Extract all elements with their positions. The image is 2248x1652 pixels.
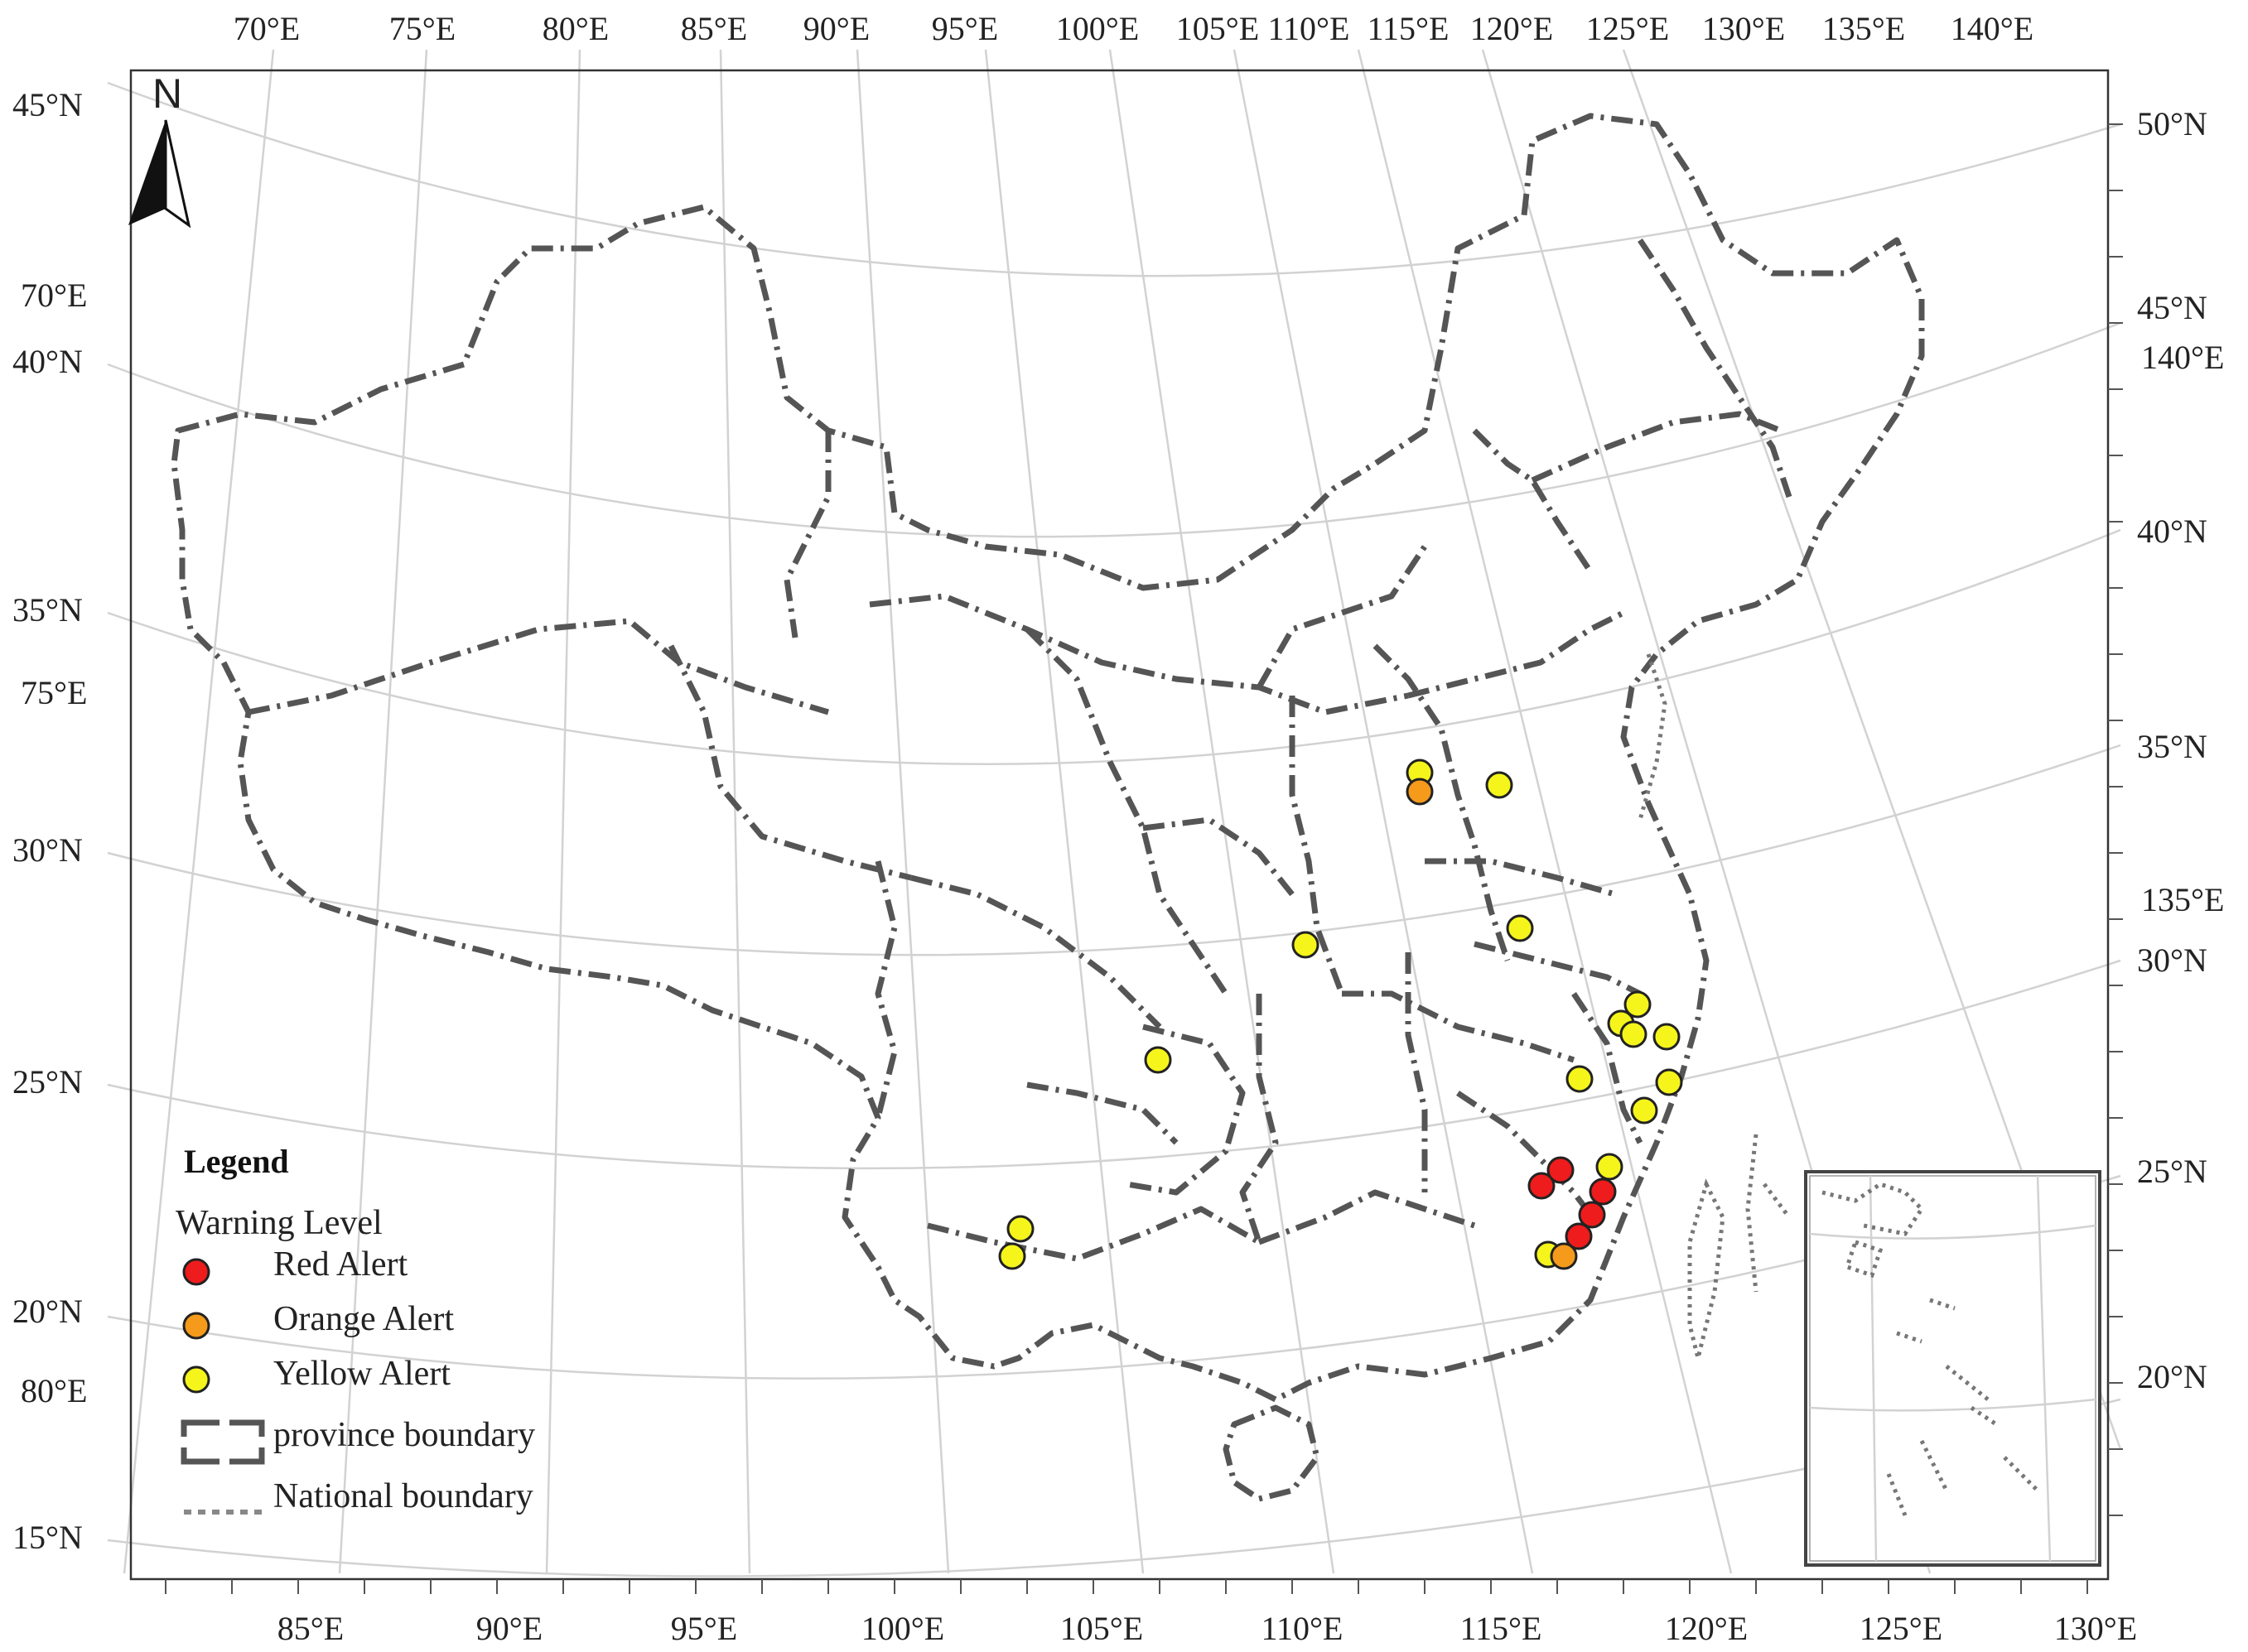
top-lon-label: 125°E <box>1586 10 1669 47</box>
bottom-lon-label: 105°E <box>1060 1610 1143 1647</box>
taiwan-outline <box>1687 1178 1725 1359</box>
yellow-alert-marker[interactable] <box>1619 1020 1647 1048</box>
left-label: 25°N <box>12 1063 83 1101</box>
bottom-lon-label: 120°E <box>1665 1610 1748 1647</box>
red-alert-marker[interactable] <box>1565 1222 1593 1250</box>
map-frame <box>129 69 2110 1581</box>
legend-item-orange: Orange Alert <box>273 1300 454 1338</box>
top-lon-label: 70°E <box>234 10 300 47</box>
graticule-longitudes <box>123 49 2122 1574</box>
top-lon-label: 135°E <box>1822 10 1905 47</box>
legend-item-national: National boundary <box>273 1477 533 1515</box>
frame-ticks <box>165 123 2123 1594</box>
red-alert-marker[interactable] <box>1546 1156 1575 1184</box>
left-label: 45°N <box>12 86 83 123</box>
red-alert-marker[interactable] <box>1527 1172 1556 1200</box>
left-label: 35°N <box>12 591 83 629</box>
yellow-alert-marker[interactable] <box>1623 990 1652 1019</box>
bottom-lon-label: 130°E <box>2054 1610 2137 1647</box>
bottom-lon-label: 115°E <box>1460 1610 1542 1647</box>
red-alert-marker[interactable] <box>1589 1178 1617 1206</box>
yellow-alert-marker[interactable] <box>1565 1065 1594 1093</box>
graticule-latitudes <box>107 81 2121 1577</box>
left-labels: 45°N 70°E 40°N 35°N 75°E 30°N 25°N 20°N … <box>12 86 87 1556</box>
legend-item-red: Red Alert <box>273 1245 408 1284</box>
yellow-alert-marker[interactable] <box>1630 1096 1658 1125</box>
top-lon-label: 80°E <box>543 10 609 47</box>
bottom-lon-label: 90°E <box>476 1610 543 1647</box>
south-china-sea-inset <box>1804 1170 2101 1567</box>
bottom-lon-label: 95°E <box>671 1610 737 1647</box>
left-label: 15°N <box>12 1519 83 1556</box>
left-label: 75°E <box>21 674 87 711</box>
yellow-alert-marker[interactable] <box>1006 1215 1035 1243</box>
top-lon-label: 110°E <box>1268 10 1350 47</box>
right-label: 40°N <box>2137 513 2207 550</box>
top-lon-label: 95°E <box>932 10 998 47</box>
orange-alert-marker[interactable] <box>1406 778 1434 806</box>
yellow-alert-marker[interactable] <box>1144 1046 1172 1074</box>
yellow-alert-marker[interactable] <box>1652 1023 1681 1051</box>
right-label: 35°N <box>2137 728 2207 765</box>
legend-province-swatch <box>181 1419 265 1465</box>
top-lon-label: 75°E <box>389 10 456 47</box>
north-label: N <box>152 70 182 117</box>
bottom-lon-label: 125°E <box>1860 1610 1942 1647</box>
top-lon-label: 90°E <box>803 10 870 47</box>
left-label: 20°N <box>12 1293 83 1330</box>
top-lon-label: 105°E <box>1176 10 1259 47</box>
right-label: 25°N <box>2137 1153 2207 1190</box>
national-outline <box>171 113 1925 1403</box>
legend-red-swatch <box>182 1258 210 1286</box>
yellow-alert-marker[interactable] <box>1655 1068 1683 1096</box>
bottom-longitude-labels: 85°E 90°E 95°E 100°E 105°E 110°E 115°E 1… <box>277 1610 2137 1647</box>
legend-orange-swatch <box>182 1312 210 1340</box>
bottom-lon-label: 85°E <box>277 1610 344 1647</box>
yellow-alert-marker[interactable] <box>1291 931 1319 959</box>
orange-alert-marker[interactable] <box>1550 1242 1578 1270</box>
right-label: 20°N <box>2137 1358 2207 1395</box>
left-label: 70°E <box>21 277 87 314</box>
legend-title: Legend <box>184 1143 289 1180</box>
left-label: 80°E <box>21 1372 87 1409</box>
red-alert-marker[interactable] <box>1578 1201 1606 1229</box>
yellow-alert-marker[interactable] <box>1595 1153 1623 1181</box>
warning-markers <box>998 759 1683 1270</box>
bottom-lon-label: 100°E <box>861 1610 944 1647</box>
right-label: 45°N <box>2137 289 2207 326</box>
yellow-alert-marker[interactable] <box>998 1242 1026 1270</box>
coastline-detail <box>1638 653 1791 1293</box>
legend-item-province: province boundary <box>273 1416 535 1454</box>
top-lon-label: 120°E <box>1470 10 1553 47</box>
legend-item-yellow: Yellow Alert <box>273 1355 451 1393</box>
top-lon-label: 85°E <box>681 10 747 47</box>
yellow-alert-marker[interactable] <box>1485 771 1513 799</box>
top-lon-label: 130°E <box>1702 10 1785 47</box>
hainan-outline <box>1223 1404 1320 1502</box>
legend-subtitle: Warning Level <box>176 1204 383 1242</box>
top-lon-label: 115°E <box>1368 10 1450 47</box>
top-longitude-labels: 70°E 75°E 80°E 85°E 90°E 95°E 100°E 105°… <box>234 10 2033 47</box>
legend-yellow-swatch <box>182 1365 210 1394</box>
north-arrow: N <box>128 70 191 229</box>
left-label: 30°N <box>12 831 83 869</box>
right-label: 140°E <box>2141 339 2224 376</box>
yellow-alert-marker[interactable] <box>1506 914 1534 942</box>
right-labels: 50°N 45°N 140°E 40°N 35°N 135°E 30°N 25°… <box>2137 105 2224 1395</box>
left-label: 40°N <box>12 343 83 380</box>
top-lon-label: 140°E <box>1951 10 2033 47</box>
legend: Legend Warning Level Red Alert Orange Al… <box>176 1143 535 1515</box>
top-lon-label: 100°E <box>1056 10 1139 47</box>
right-label: 30°N <box>2137 942 2207 979</box>
bottom-lon-label: 110°E <box>1261 1610 1343 1647</box>
right-label: 135°E <box>2141 881 2224 918</box>
province-boundaries <box>248 238 1792 1262</box>
right-label: 50°N <box>2137 105 2207 142</box>
